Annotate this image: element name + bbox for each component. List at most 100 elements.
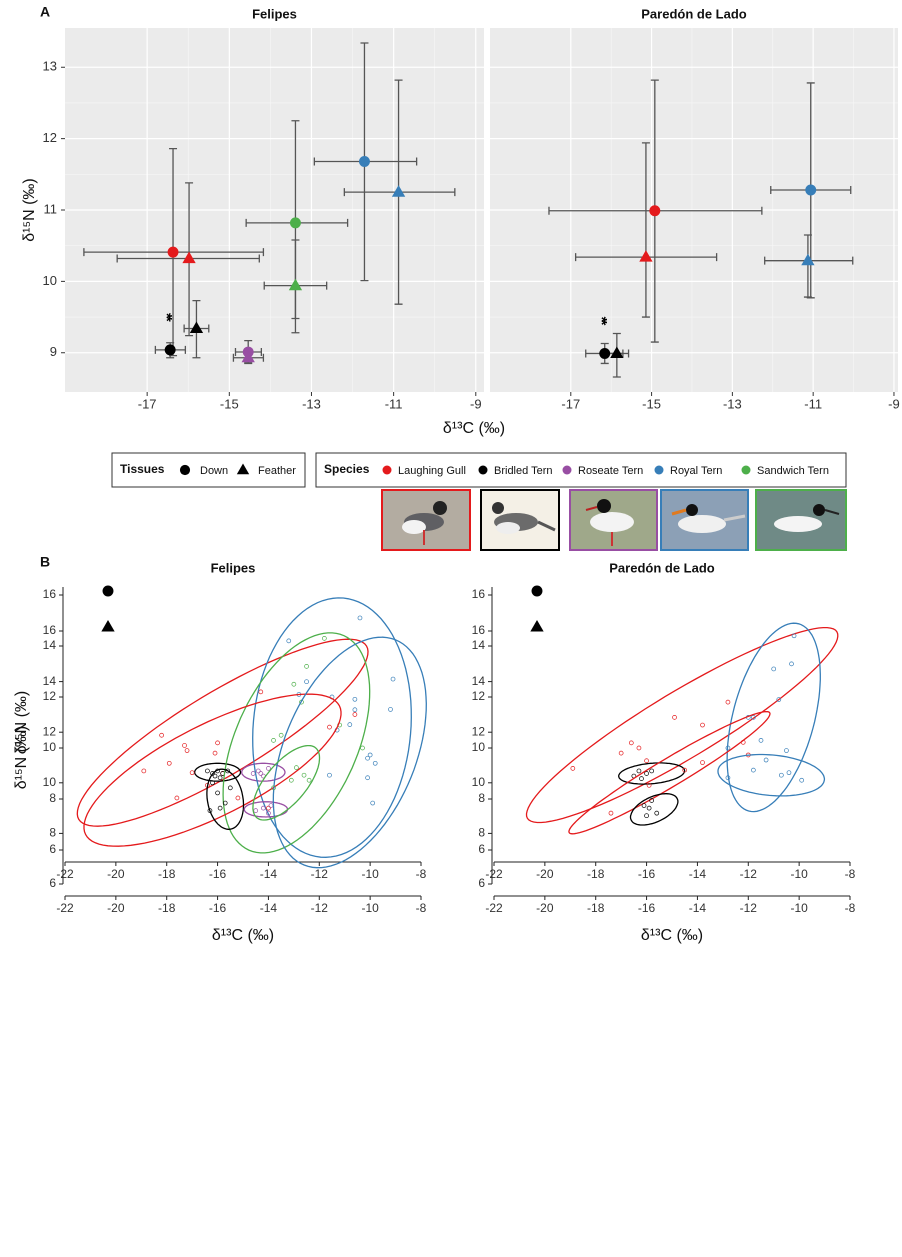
point xyxy=(268,803,274,808)
point xyxy=(682,767,688,773)
point xyxy=(599,347,611,359)
point xyxy=(235,795,241,801)
ellipse xyxy=(272,636,427,869)
point xyxy=(253,808,259,813)
species-legend-box xyxy=(315,452,847,488)
facet-title: Paredón de Lado xyxy=(641,6,747,21)
x-tick-label: -8 xyxy=(845,867,856,881)
tissue-symbol xyxy=(530,620,544,632)
tissues-legend-box xyxy=(111,452,306,488)
point xyxy=(359,156,370,167)
legend-marker xyxy=(382,465,392,475)
legend-marker xyxy=(654,465,664,475)
point xyxy=(801,253,815,266)
point xyxy=(791,633,797,639)
point xyxy=(327,724,332,730)
point xyxy=(215,740,220,746)
facet-title: Felipes xyxy=(211,560,256,575)
point xyxy=(278,732,284,738)
legend-label: Down xyxy=(200,465,228,477)
point xyxy=(327,772,332,778)
point xyxy=(271,737,276,743)
x-tick-label: -16 xyxy=(209,867,227,881)
x-tick-label: -20 xyxy=(107,867,125,881)
y-tick-label: 12 xyxy=(43,724,57,738)
point xyxy=(271,785,276,791)
ellipse xyxy=(629,793,679,826)
x-tick-label: -13 xyxy=(302,396,321,411)
y-tick-label: 14 xyxy=(472,674,486,688)
ellipse xyxy=(525,626,839,824)
x-tick-label: -10 xyxy=(790,867,808,881)
y-tick-label: 13 xyxy=(43,59,57,74)
ellipse xyxy=(618,762,686,785)
point xyxy=(225,768,231,774)
x-tick-label: -16 xyxy=(209,901,227,915)
x-tick-label: -13 xyxy=(723,396,742,411)
ellipse xyxy=(568,710,771,835)
ellipse xyxy=(222,632,371,854)
legend-label: Roseate Tern xyxy=(578,465,643,477)
legend-marker xyxy=(179,464,191,476)
y-axis-title: δ¹⁵N (‰) xyxy=(21,178,38,242)
point xyxy=(751,767,756,773)
y-tick-label: 12 xyxy=(43,689,57,703)
point xyxy=(301,772,307,778)
y-error-bar xyxy=(803,234,812,298)
point xyxy=(365,775,370,781)
point xyxy=(164,344,176,356)
legend-label: Feather xyxy=(258,465,296,477)
legend-marker xyxy=(562,465,572,475)
y-tick-label: 10 xyxy=(472,740,486,754)
point xyxy=(644,771,649,776)
ellipse xyxy=(83,693,342,847)
y-tick-label: 8 xyxy=(478,791,485,805)
x-tick-label: -15 xyxy=(642,396,661,411)
point xyxy=(159,732,164,738)
y-axis-title: δ¹⁵N (‰) xyxy=(13,691,30,755)
point xyxy=(644,813,649,819)
point xyxy=(700,760,705,765)
x-tick-label: -22 xyxy=(485,901,503,915)
tissue-symbol xyxy=(531,585,543,597)
legend-marker xyxy=(236,463,250,475)
point xyxy=(184,748,190,753)
ellipse xyxy=(241,762,286,782)
point xyxy=(360,745,365,751)
x-axis-title: δ¹³C (‰) xyxy=(641,927,703,944)
y-axis-title: δ¹⁵N (‰) xyxy=(13,726,30,790)
ellipse xyxy=(76,638,369,827)
x-tick-label: -14 xyxy=(260,901,278,915)
ellipse xyxy=(206,768,245,830)
x-tick-label: -8 xyxy=(416,867,427,881)
y-tick-label: 10 xyxy=(43,775,57,789)
y-tick-label: 8 xyxy=(49,826,56,840)
facet-title: Felipes xyxy=(252,6,297,21)
point xyxy=(771,666,777,672)
point xyxy=(255,768,261,774)
point xyxy=(636,768,642,774)
x-tick-label: -12 xyxy=(311,867,329,881)
point xyxy=(266,810,271,816)
point xyxy=(786,770,792,776)
legend-label: Sandwich Tern xyxy=(757,465,829,477)
panel-label: B xyxy=(40,554,50,570)
point xyxy=(725,775,731,781)
photo-laughing-gull xyxy=(381,489,471,551)
tissue-symbol xyxy=(101,620,115,632)
y-tick-label: 10 xyxy=(472,775,486,789)
y-tick-label: 8 xyxy=(49,791,56,805)
point xyxy=(189,770,195,776)
x-tick-label: -22 xyxy=(56,901,74,915)
point xyxy=(205,768,210,774)
point xyxy=(288,278,303,291)
y-tick-label: 10 xyxy=(43,273,57,288)
x-axis-title: δ¹³C (‰) xyxy=(212,927,274,944)
x-tick-label: -20 xyxy=(536,901,554,915)
y-tick-label: 14 xyxy=(472,638,486,652)
point xyxy=(390,676,396,682)
legend-title: Species xyxy=(324,462,370,476)
legend-label: Laughing Gull xyxy=(398,465,466,477)
point xyxy=(778,772,784,778)
point xyxy=(266,805,271,811)
